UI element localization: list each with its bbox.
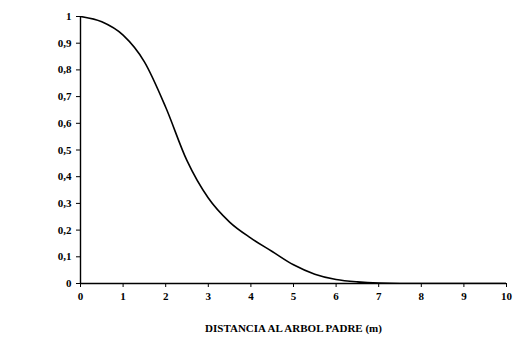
svg-text:10: 10 [501,290,513,302]
svg-text:3: 3 [206,290,212,302]
svg-text:0,4: 0,4 [58,170,72,182]
svg-text:0,9: 0,9 [58,37,72,49]
svg-text:4: 4 [248,290,254,302]
svg-text:9: 9 [461,290,467,302]
svg-text:5: 5 [291,290,297,302]
svg-text:7: 7 [376,290,382,302]
svg-text:0,3: 0,3 [58,197,72,209]
svg-text:2: 2 [163,290,169,302]
svg-text:0: 0 [66,277,72,289]
svg-text:0,8: 0,8 [58,63,72,75]
svg-text:0,6: 0,6 [58,117,72,129]
svg-text:0,1: 0,1 [58,250,72,262]
svg-text:0: 0 [78,290,84,302]
svg-text:6: 6 [333,290,339,302]
svg-text:DISTANCIA AL ARBOL PADRE (m): DISTANCIA AL ARBOL PADRE (m) [205,322,382,335]
svg-text:1: 1 [66,10,72,22]
svg-text:8: 8 [419,290,425,302]
svg-text:0,7: 0,7 [58,90,72,102]
svg-text:1: 1 [120,290,126,302]
svg-text:0,2: 0,2 [58,224,72,236]
svg-text:0,5: 0,5 [58,144,72,156]
